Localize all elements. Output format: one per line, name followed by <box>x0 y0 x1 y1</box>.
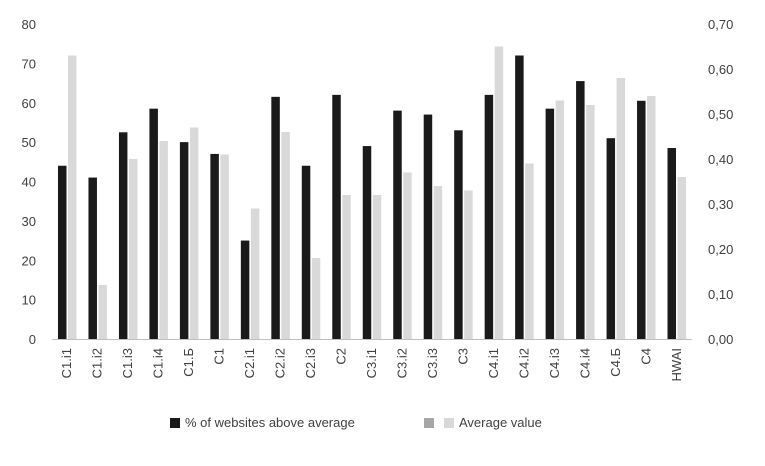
y-tick-label: 40 <box>22 175 36 190</box>
bar-percent-above-average <box>576 81 585 339</box>
bar-average-value <box>433 186 443 339</box>
bar-percent-above-average <box>179 142 189 339</box>
bar-average-value <box>342 195 351 339</box>
x-category-label: C2 <box>334 348 349 365</box>
bar-percent-above-average <box>637 100 646 339</box>
x-category-label: C4 <box>638 348 653 365</box>
x-category-label: C1.i2 <box>90 348 105 378</box>
legend-label: Average value <box>459 415 542 430</box>
y2-tick-label: 0,00 <box>708 332 733 347</box>
bar-average-value <box>159 141 168 339</box>
x-category-label: C2.i3 <box>303 348 318 378</box>
x-category-label: C1.i1 <box>59 348 74 378</box>
x-category-label: C4.i1 <box>486 348 501 378</box>
legend-swatch <box>170 418 180 428</box>
bar-percent-above-average <box>454 130 463 339</box>
bar-percent-above-average <box>271 96 280 339</box>
bar-percent-above-average <box>57 165 67 339</box>
bar-average-value <box>189 127 199 339</box>
x-category-label: HWAI <box>669 348 684 381</box>
bar-percent-above-average <box>332 94 341 339</box>
bar-percent-above-average <box>301 165 311 339</box>
y-tick-label: 20 <box>22 253 36 268</box>
bar-average-value <box>403 172 412 339</box>
legend-swatch <box>424 418 434 428</box>
x-category-label: C2.i2 <box>273 348 288 378</box>
x-category-label: C3.i3 <box>425 348 440 378</box>
bar-average-value <box>586 105 595 339</box>
bar-percent-above-average <box>667 148 677 339</box>
bar-average-value <box>494 46 504 339</box>
x-category-label: C4.i4 <box>577 348 592 378</box>
x-category-label: C1 <box>212 348 227 365</box>
y-tick-label: 80 <box>22 17 36 32</box>
bar-percent-above-average <box>515 55 524 339</box>
bar-average-value <box>677 177 687 339</box>
bar-average-value <box>525 163 534 339</box>
x-category-label: C3 <box>455 348 470 365</box>
y-tick-label: 50 <box>22 135 36 150</box>
y-tick-label: 70 <box>22 56 36 71</box>
bar-percent-above-average <box>240 240 250 339</box>
bar-average-value <box>220 154 229 339</box>
bar-average-value <box>128 159 138 339</box>
bar-percent-above-average <box>606 138 616 339</box>
x-category-label: C2.i1 <box>242 348 257 378</box>
y-tick-label: 10 <box>22 293 36 308</box>
y2-tick-label: 0,30 <box>708 197 733 212</box>
y2-tick-label: 0,20 <box>708 242 733 257</box>
x-category-label: C1.i4 <box>151 348 166 378</box>
y2-tick-label: 0,40 <box>708 152 733 167</box>
bar-percent-above-average <box>484 94 494 339</box>
bar-average-value <box>372 195 382 339</box>
bar-average-value <box>647 96 656 339</box>
bar-average-value <box>250 208 260 339</box>
bar-percent-above-average <box>210 153 219 339</box>
y2-tick-label: 0,70 <box>708 17 733 32</box>
legend-label: % of websites above average <box>185 415 355 430</box>
bar-average-value <box>98 285 107 339</box>
y-tick-label: 60 <box>22 96 36 111</box>
x-category-label: C3.i1 <box>364 348 379 378</box>
x-category-label: C4.i2 <box>516 348 531 378</box>
y-tick-label: 30 <box>22 214 36 229</box>
x-category-label: C3.i2 <box>394 348 409 378</box>
bar-percent-above-average <box>362 146 372 339</box>
bar-average-value <box>67 55 77 339</box>
y2-tick-label: 0,50 <box>708 107 733 122</box>
x-category-label: C1.i3 <box>120 348 135 378</box>
bar-percent-above-average <box>118 132 128 339</box>
legend-swatch <box>444 418 454 428</box>
bar-average-value <box>311 258 321 339</box>
y2-tick-label: 0,10 <box>708 287 733 302</box>
bar-average-value <box>464 190 473 339</box>
bar-average-value <box>555 100 565 339</box>
bar-percent-above-average <box>88 177 97 339</box>
x-category-label: C4.Б <box>608 348 623 377</box>
bar-percent-above-average <box>423 114 433 339</box>
y2-tick-label: 0,60 <box>708 62 733 77</box>
bar-percent-above-average <box>393 110 402 339</box>
y-tick-label: 0 <box>29 332 36 347</box>
bar-percent-above-average <box>149 108 158 339</box>
bar-average-value <box>281 132 290 339</box>
bar-percent-above-average <box>545 108 555 339</box>
bar-average-value <box>616 78 626 339</box>
x-category-label: C4.i3 <box>547 348 562 378</box>
x-category-label: C1.Б <box>181 348 196 377</box>
